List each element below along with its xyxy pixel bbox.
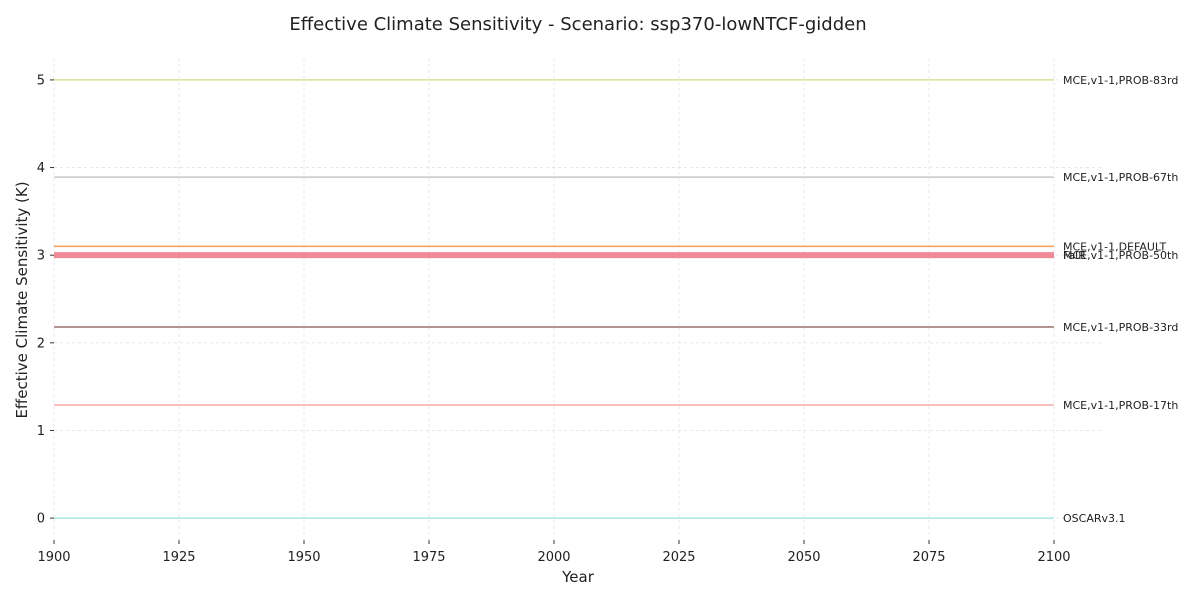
x-tick-label: 2000 (537, 550, 570, 565)
gridlines (53, 58, 1104, 540)
x-axis-ticks: 1900 1925 1950 1975 2000 2025 2050 2075 2100 (37, 540, 1071, 565)
series-lines (54, 79, 1054, 519)
series-label: MCE,v1-1,PROB-33rd (1063, 321, 1178, 334)
series-label: FaIR (1063, 249, 1086, 262)
series-label: MCE,v1-1,PROB-67th (1063, 171, 1178, 184)
y-axis-label: Effective Climate Sensitivity (K) (13, 181, 31, 418)
x-tick-label: 2050 (787, 550, 820, 565)
y-tick-label: 3 (37, 249, 45, 264)
y-tick-label: 2 (37, 336, 45, 351)
series-label: MCE,v1-1,PROB-50th (1063, 249, 1178, 262)
x-tick-label: 2025 (662, 550, 695, 565)
y-tick-label: 4 (37, 161, 45, 176)
y-tick-label: 5 (37, 73, 45, 88)
x-tick-label: 2100 (1037, 550, 1070, 565)
y-tick-label: 1 (37, 424, 45, 439)
y-tick-label: 0 (37, 512, 45, 527)
chart-title: Effective Climate Sensitivity - Scenario… (289, 14, 866, 35)
x-tick-label: 1950 (287, 550, 320, 565)
x-axis-label: Year (561, 568, 595, 586)
x-tick-label: 1925 (162, 550, 195, 565)
y-axis-ticks: 0 1 2 3 4 5 (37, 73, 54, 527)
x-tick-label: 1900 (37, 550, 70, 565)
x-tick-label: 2075 (912, 550, 945, 565)
series-label: MCE,v1-1,DEFAULT (1063, 240, 1167, 253)
series-labels: MCE,v1-1,PROB-83rd MCE,v1-1,PROB-67th MCE,… (1063, 74, 1178, 525)
series-label: MCE,v1-1,PROB-17th (1063, 399, 1178, 412)
series-label: OSCARv3.1 (1063, 512, 1126, 525)
x-tick-label: 1975 (412, 550, 445, 565)
series-label: MCE,v1-1,PROB-83rd (1063, 74, 1178, 87)
